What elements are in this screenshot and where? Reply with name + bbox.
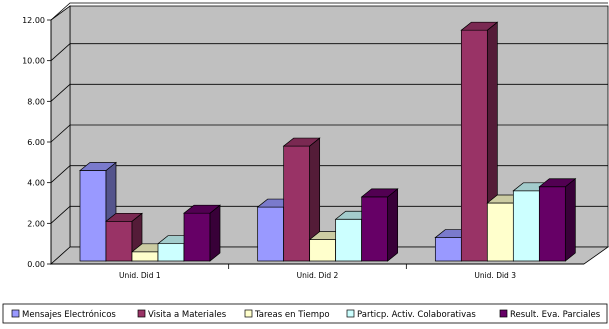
bars: [79, 21, 577, 262]
y-tick-labels: 0.00 2.00 4.00 6.00 8.00 10.00 12.00: [22, 16, 45, 269]
bar-front-face: [131, 251, 159, 262]
x-tick-label: Unid. Did 2: [297, 271, 339, 280]
bar-front-face: [538, 186, 566, 262]
bar-front-face: [361, 196, 389, 262]
legend-swatch: [137, 309, 146, 318]
bar-front-face: [335, 218, 363, 262]
bar: [360, 188, 399, 262]
y-tick-label: 10.00: [22, 57, 45, 66]
legend-label: Mensajes Electrónicos: [22, 309, 116, 320]
bar: [538, 178, 577, 262]
legend-swatch: [244, 309, 253, 318]
bar-top-face: [282, 137, 321, 147]
bar-side-face: [387, 188, 399, 262]
y-tick-label: 0.00: [27, 260, 45, 269]
gridline: [50, 43, 608, 61]
legend-swatch: [499, 309, 508, 318]
gridline: [50, 205, 608, 224]
legend-label: Particp. Activ. Colaborativas: [357, 310, 476, 320]
bar-front-face: [79, 170, 107, 262]
gridline: [50, 165, 608, 183]
legend: Mensajes Electrónicos Visita a Materiales…: [11, 309, 601, 320]
y-tick-label: 4.00: [27, 179, 45, 188]
gridline: [50, 83, 608, 102]
legend-label: Result. Eva. Parciales: [510, 310, 601, 320]
legend-swatch: [346, 309, 355, 318]
y-tick-label: 6.00: [27, 138, 45, 147]
bar-front-face: [512, 190, 540, 262]
y-tick-label: 8.00: [27, 97, 45, 106]
legend-label: Tareas en Tiempo: [254, 310, 330, 320]
bar-side-face: [209, 204, 221, 262]
x-tick-labels: Unid. Did 1 Unid. Did 2 Unid. Did 3: [119, 271, 516, 280]
y-tick-label: 2.00: [27, 219, 45, 228]
bar-front-face: [157, 243, 185, 262]
bar: [183, 204, 221, 262]
plot-side-wall: [50, 5, 71, 265]
bar-side-face: [564, 178, 576, 262]
gridline: [50, 124, 608, 143]
bar-top-face: [105, 212, 143, 222]
bar-top-face: [360, 188, 399, 198]
bar-top-face: [183, 204, 221, 214]
bar-top-face: [538, 178, 577, 188]
legend-label: Visita a Materiales: [148, 310, 227, 320]
legend-box: [2, 303, 608, 324]
x-tick-label: Unid. Did 1: [119, 271, 161, 280]
gridline: [50, 2, 608, 21]
bar-front-face: [460, 29, 488, 262]
bar-front-face: [434, 237, 462, 262]
bar-top-face: [79, 162, 117, 171]
bar-front-face: [486, 202, 514, 262]
legend-swatch: [11, 309, 20, 318]
bar-front-face: [183, 212, 211, 262]
axes: [47, 19, 584, 269]
bar-front-face: [283, 145, 311, 262]
bar-front-face: [309, 239, 337, 262]
x-tick-label: Unid. Did 3: [474, 271, 516, 280]
bar: [282, 137, 321, 262]
bar-front-face: [257, 206, 285, 262]
y-tick-label: 12.00: [22, 16, 45, 25]
bar-front-face: [105, 220, 133, 262]
gridlines: [50, 2, 608, 224]
bar-top-face: [460, 21, 499, 31]
